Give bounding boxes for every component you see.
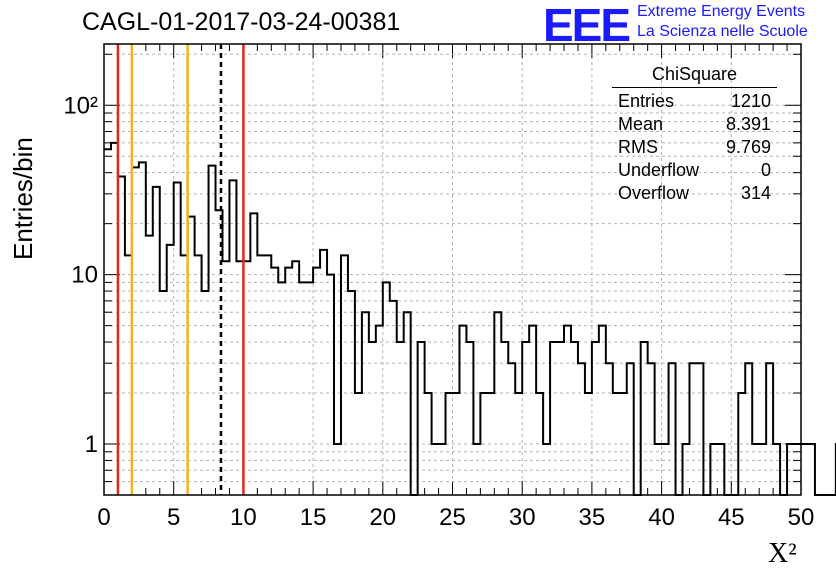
stats-label: Entries [618,91,675,111]
y-axis-label: Entries/bin [8,137,38,260]
eee-logo: EEE [543,0,631,51]
x-tick-label: 30 [509,504,536,531]
stats-value: 314 [740,183,771,203]
stats-row-mean: Mean 8.391 [612,113,777,136]
stats-label: RMS [618,137,658,157]
logo-line-2: La Scienza nelle Scuole [637,23,808,40]
stats-label: Mean [618,114,664,134]
stats-value: 1210 [730,91,771,111]
chart-title: CAGL-01-2017-03-24-00381 [82,8,401,36]
x-tick-label: 5 [167,504,180,531]
stats-label: Underflow [618,160,700,180]
logo-line-1: Extreme Energy Events [637,3,806,20]
stats-row-entries: Entries 1210 [612,90,777,113]
logo-caption: Extreme Energy Events La Scienza nelle S… [637,2,808,42]
x-tick-label: 45 [718,504,745,531]
x-tick-label: 0 [97,504,110,531]
y-tick-label: 10 [71,262,98,289]
y-tick-label: 1 [85,431,98,458]
plot-frame [103,43,802,496]
stats-label: Overflow [618,183,690,203]
x-tick-label: 40 [648,504,675,531]
x-tick-label: 25 [439,504,466,531]
x-tick-label: 10 [230,504,257,531]
y-tick-label: 10² [63,92,98,119]
stats-value: 9.769 [725,137,771,157]
x-axis-label: X² [768,538,797,569]
stats-row-overflow: Overflow 314 [612,182,777,205]
x-tick-label: 15 [300,504,327,531]
stats-title: ChiSquare [612,64,777,88]
x-tick-label: 35 [579,504,606,531]
x-tick-label: 20 [369,504,396,531]
stats-row-rms: RMS 9.769 [612,136,777,159]
x-tick-label: 50 [788,504,815,531]
stats-value: 0 [760,160,771,180]
stats-box: ChiSquare Entries 1210 Mean 8.391 RMS 9.… [612,64,777,205]
stats-row-underflow: Underflow 0 [612,159,777,182]
stats-value: 8.391 [725,114,771,134]
